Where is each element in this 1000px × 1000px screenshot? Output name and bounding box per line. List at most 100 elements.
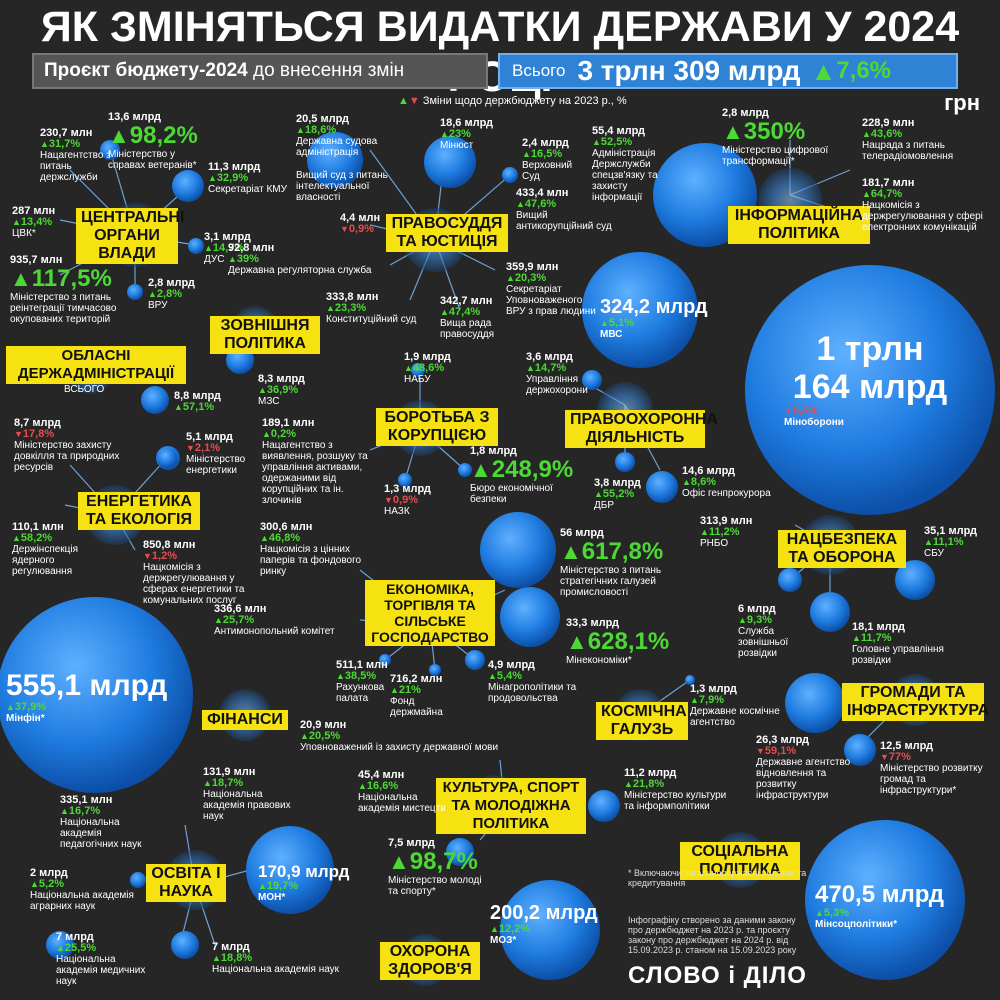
bubble-dbr [615, 452, 635, 472]
item-label: Мінагрополітики та продовольства [488, 682, 577, 704]
category-social: СОЦІАЛЬНА ПОЛІТИКА [680, 842, 800, 880]
bubble-strategic [480, 512, 556, 588]
item-change: 32,9% [208, 173, 288, 184]
budget-item-dsszzi: 55,4 млрд52,5%Адміністрація Держслужби с… [592, 125, 672, 204]
item-value: 935,7 млн [10, 254, 63, 266]
bubble-police [582, 252, 698, 368]
item-change: 9,3% [738, 615, 808, 626]
down-arrow-icon: ▼ [408, 95, 420, 107]
item-change: 58,2% [12, 533, 102, 544]
budget-item-securities: 300,6 млн46,8%Нацкомісія з цінних папері… [260, 522, 380, 578]
category-justice: ПРАВОСУДДЯ ТА ЮСТИЦІЯ [386, 214, 508, 252]
budget-item-audit: 511,1 млн38,5%Рахункова палата [336, 660, 406, 705]
item-change: 18,8% [212, 953, 352, 964]
item-label: Фонд держмайна [390, 696, 443, 718]
item-value: 14,6 млрд [682, 465, 736, 477]
item-change: 77% [880, 752, 990, 763]
bubble-kmu [172, 170, 204, 202]
item-label: Міністерство цифрової трансформації* [722, 145, 829, 167]
category-central: ЦЕНТРАЛЬНІ ОРГАНИ ВЛАДИ [76, 208, 184, 264]
item-label: Управління держохорони [526, 374, 588, 396]
item-label: Міністерство у справах ветеранів* [108, 149, 197, 171]
item-change: 5,4% [488, 671, 588, 682]
budget-item-mineconomy: 33,3 млрд628,1%Мінекономіки* [566, 618, 686, 667]
item-change: 2,1% [186, 443, 256, 454]
bubble-spf [429, 664, 441, 676]
budget-item-reg_service: 92,8 млн39%Державна регуляторна служба [228, 243, 398, 277]
bubble-oda [141, 386, 169, 414]
logo: СЛОВО і ДІЛО [628, 962, 807, 989]
item-value: 55,4 млрд [592, 125, 646, 137]
item-change: 64,7% [862, 189, 992, 200]
budget-item-vru: 2,8 млрд2,8%ВРУ [148, 278, 218, 312]
item-change: 46,8% [260, 533, 380, 544]
finance-change: 37,9%Мінфін* [6, 702, 186, 725]
item-label: Антимонопольний комітет [214, 626, 335, 637]
bubble-vru [127, 284, 143, 300]
budget-item-szr: 6 млрд9,3%Служба зовнішньої розвідки [738, 604, 808, 660]
category-law: ПРАВООХОРОННА ДІЯЛЬНІСТЬ [565, 410, 718, 448]
item-value: 228,9 млн [862, 117, 915, 129]
budget-item-minagro: 4,9 млрд5,4%Мінагрополітики та продоволь… [488, 659, 588, 705]
item-change: 25,7% [214, 615, 344, 626]
source-note: Інфографіку створено за даними закону пр… [628, 915, 797, 955]
legend-text: Зміни щодо держбюджету на 2023 р., % [422, 95, 627, 107]
bubble-minjust [424, 136, 476, 188]
item-change: 48,6% [404, 363, 484, 374]
item-change: 47,4% [440, 307, 510, 318]
bubble-defense [745, 265, 995, 515]
item-label: Офіс генпрокурора [682, 488, 771, 499]
category-corruption: БОРОТЬБА З КОРУПЦІЄЮ [376, 408, 498, 446]
item-change: 11,1% [924, 537, 994, 548]
budget-item-ped_acad: 335,1 млн16,7%Національна академія педаг… [60, 794, 150, 851]
item-label: Національна академія медичних наук [56, 954, 146, 987]
item-label: Національна академія аграрних наук [30, 890, 134, 912]
budget-item-language: 20,9 млн20,5%Уповноважений із захисту де… [300, 720, 500, 754]
item-label: Національна академія мистецтв [358, 792, 446, 814]
bubble-nazk [398, 473, 412, 487]
budget-item-tv_council: 228,9 млн43,6%Нацрада з питань телерадіо… [862, 117, 992, 163]
item-value: 333,8 млн [326, 291, 379, 303]
category-culture: КУЛЬТУРА, СПОРТ ТА МОЛОДІЖНА ПОЛІТИКА [436, 778, 586, 834]
item-change: 350% [722, 119, 852, 145]
budget-item-dus: 3,1 млрд14,7%ДУС [204, 232, 284, 266]
item-label: Міністерство захисту довкілля та природн… [14, 440, 120, 473]
item-change: 8,6% [682, 477, 772, 488]
bubble-restoration [785, 673, 845, 733]
item-change: 17,8% [14, 429, 124, 440]
subtitle-bold: Проєкт бюджету-2024 [44, 60, 248, 81]
item-change: 16,6% [358, 781, 458, 792]
police-bubble-text: 324,2 млрд 5,1%МВС [600, 296, 720, 340]
item-value: 335,1 млн [60, 794, 113, 806]
total-change: 7,6% [836, 57, 891, 84]
item-label: Конституційний суд [326, 314, 417, 325]
item-value: 11,3 млрд [208, 161, 261, 173]
item-label: Міністерство культури та інформполітики [624, 790, 727, 812]
item-value: 4,9 млрд [488, 659, 535, 671]
item-value: 11,2 млрд [624, 767, 677, 779]
budget-item-beb: 1,8 млрд248,9%Бюро економічної безпеки [470, 446, 573, 506]
item-label: Рахункова палата [336, 682, 385, 704]
item-label: Нацагентство з питань держслужби [40, 150, 111, 183]
category-regional: ОБЛАСНІ ДЕРЖАДМІНІСТРАЦІЇ [6, 346, 186, 384]
budget-item-nkrekp: 850,8 млн1,2%Нацкомісія з держрегулюванн… [143, 540, 253, 607]
budget-item-dbr: 3,8 млрд55,2%ДБР [594, 478, 664, 512]
bubble-finance [0, 597, 193, 793]
item-label: ЦВК* [12, 228, 36, 239]
item-change: 7,9% [690, 695, 780, 706]
budget-item-ombudsman: 359,9 млн20,3%Секретаріат Уповноваженого… [506, 262, 596, 318]
item-label: Адміністрація Держслужби спецзв'язку та … [592, 148, 658, 203]
budget-item-ip_court_val: 4,4 млн0,9% [340, 213, 410, 235]
item-value: 230,7 млн [40, 127, 93, 139]
item-label: Міністерство енергетики [186, 454, 246, 476]
item-value: 7,5 млрд [388, 837, 435, 849]
item-change: 55,2% [594, 489, 664, 500]
item-change: 5,2% [30, 879, 140, 890]
item-value: 2,4 млрд [522, 137, 569, 149]
item-label: Міністерство розвитку громад та інфрастр… [880, 763, 983, 796]
budget-item-agro_acad: 2 млрд5,2%Національна академія аграрних … [30, 868, 140, 913]
item-change: 57,1% [174, 402, 234, 413]
budget-item-digital: 2,8 млрд350%Міністерство цифрової трансф… [722, 108, 852, 168]
item-value: 18,1 млрд [852, 621, 906, 633]
item-label: Нацагентство з виявлення, розшуку та упр… [262, 440, 368, 506]
